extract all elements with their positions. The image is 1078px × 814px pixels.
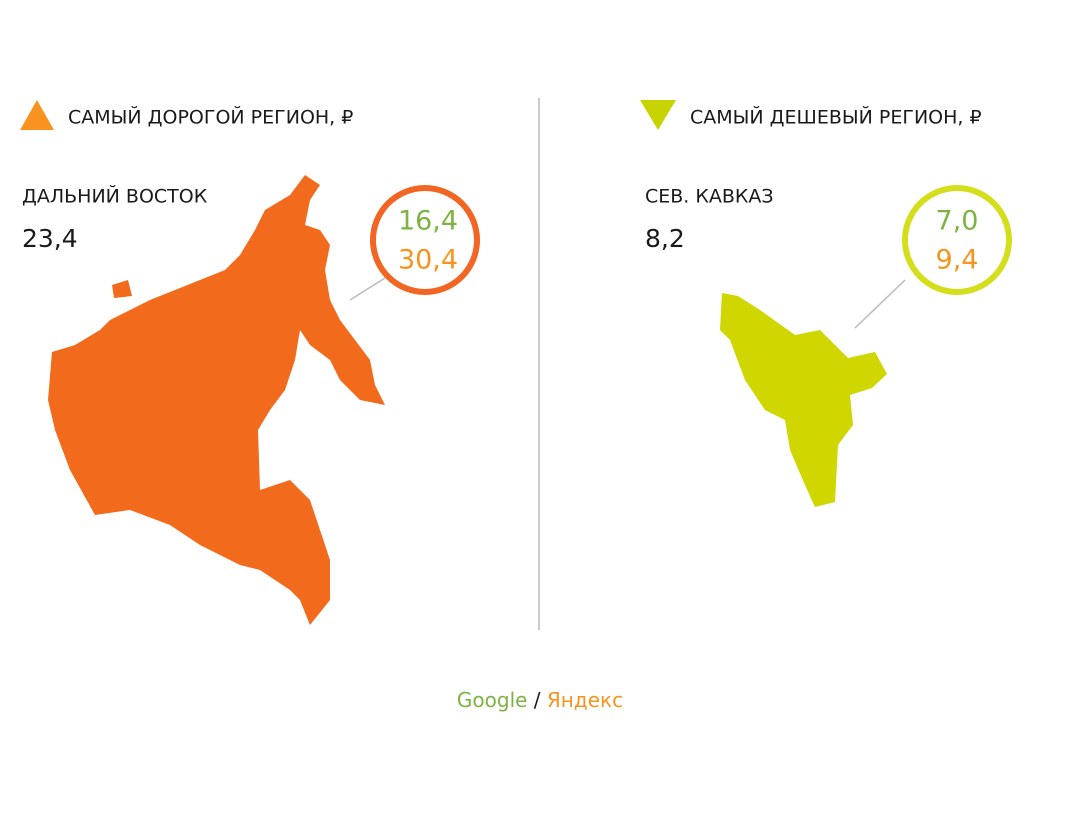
right-value: 8,2	[645, 224, 685, 253]
left-heading: САМЫЙ ДОРОГОЙ РЕГИОН, ₽	[68, 106, 353, 129]
right-circle	[902, 185, 1012, 295]
leader-line	[349, 277, 386, 301]
left-circle	[370, 185, 480, 295]
island	[112, 280, 132, 298]
up-icon	[20, 100, 54, 130]
far-east-map	[48, 175, 385, 625]
legend-yandex: Яндекс	[547, 688, 623, 712]
right-google: 7,0	[936, 206, 979, 237]
left-region: ДАЛЬНИЙ ВОСТОК	[22, 185, 208, 208]
left-value: 23,4	[22, 224, 78, 253]
right-heading: САМЫЙ ДЕШЕВЫЙ РЕГИОН, ₽	[690, 106, 982, 129]
legend-separator: /	[534, 688, 541, 712]
down-icon	[640, 100, 676, 130]
right-region: СЕВ. КАВКАЗ	[645, 186, 774, 208]
legend: Google / Яндекс	[457, 688, 623, 712]
left-google: 16,4	[398, 206, 458, 237]
legend-google: Google	[457, 688, 528, 712]
left-yandex: 30,4	[398, 245, 458, 276]
caucasus-map	[720, 293, 887, 507]
leader-line	[854, 279, 906, 329]
right-yandex: 9,4	[936, 245, 979, 276]
